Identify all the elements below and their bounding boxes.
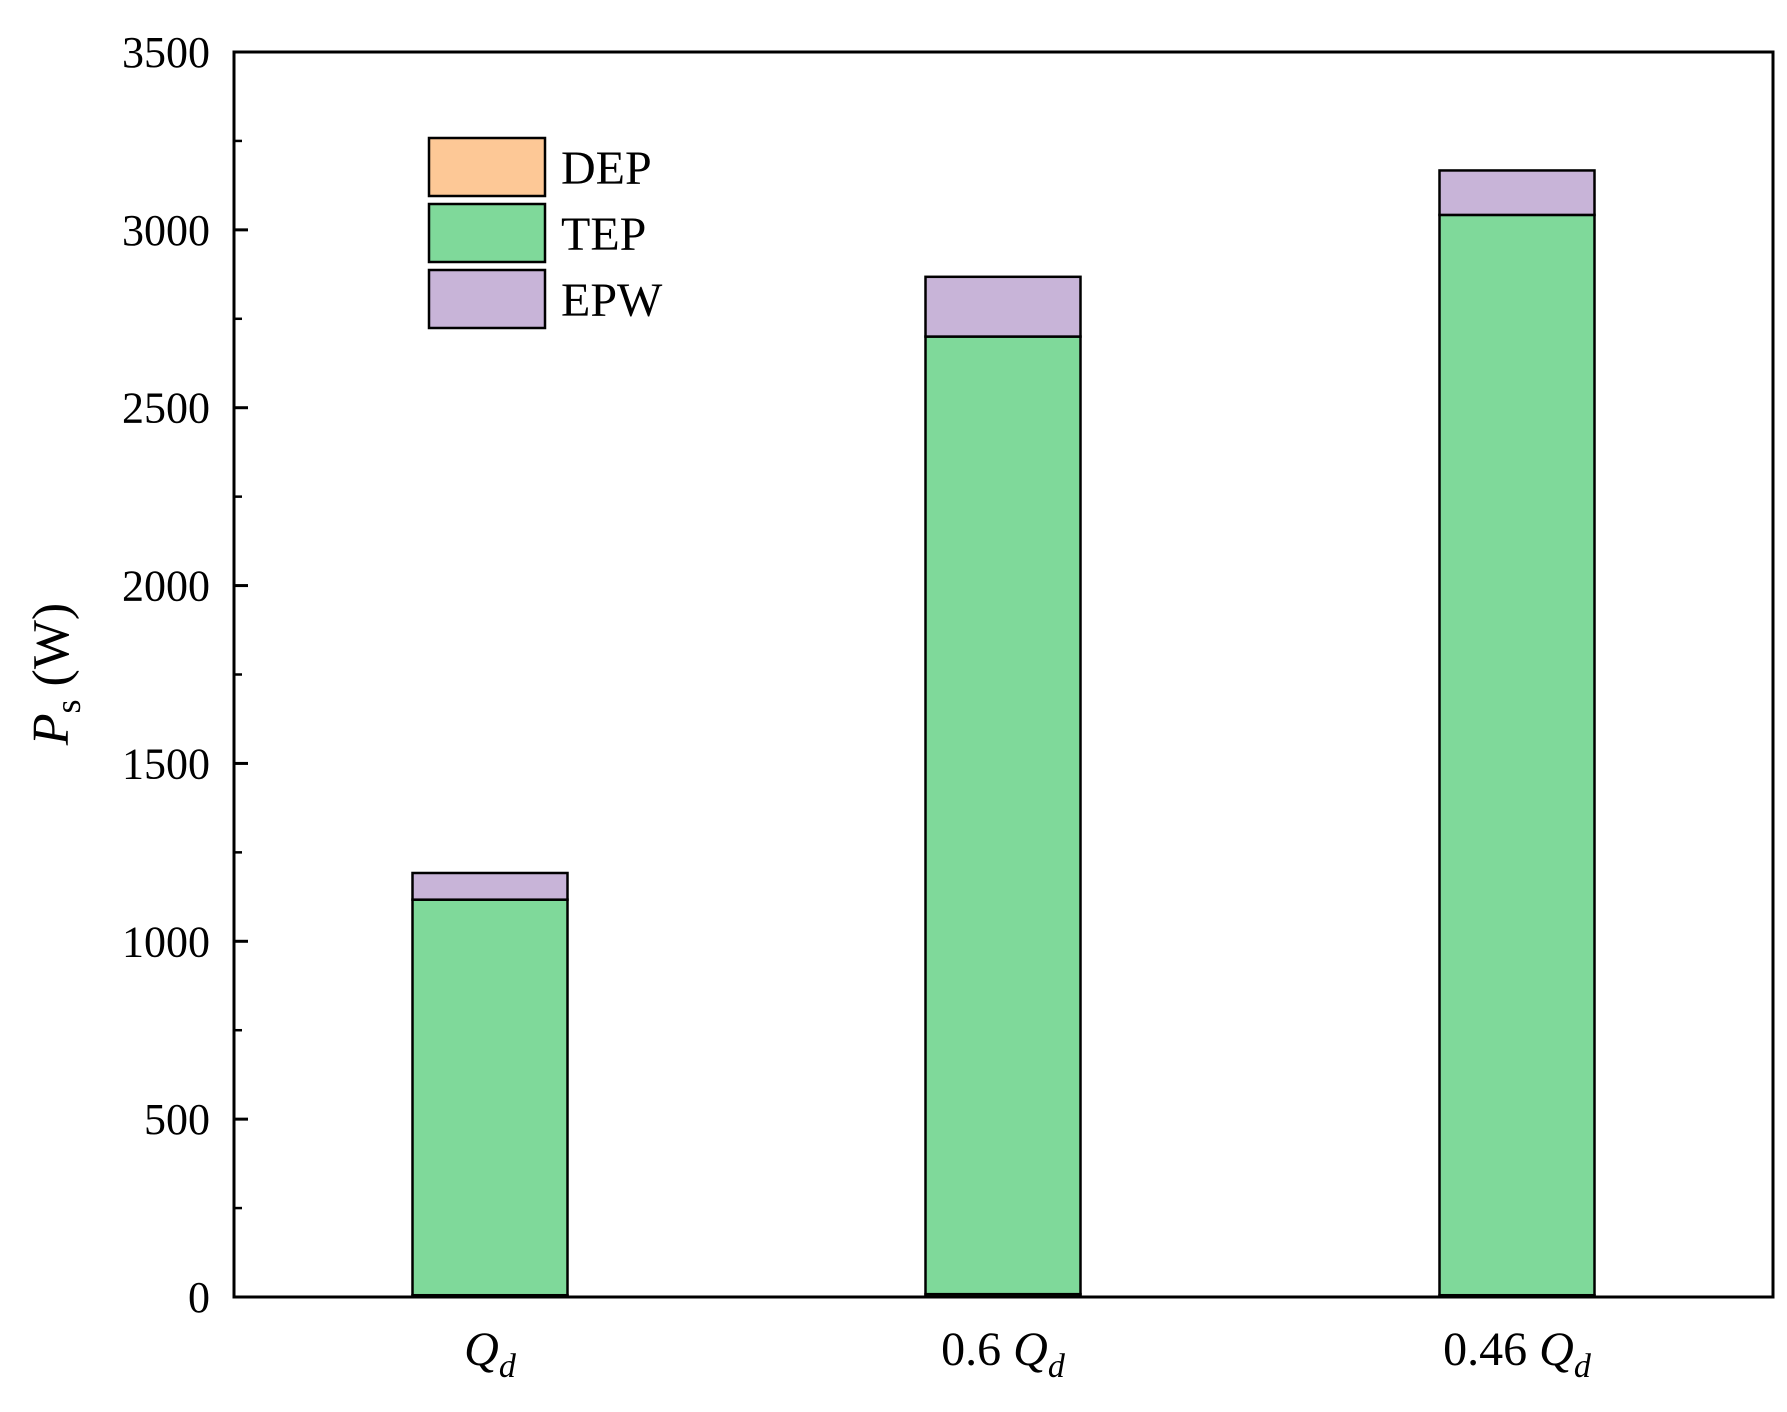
y-axis: 0 500 1000 1500 2000 2500 3000 3500	[122, 28, 248, 1322]
y-tick-label: 1000	[122, 917, 210, 966]
bar-tep-0	[411, 898, 569, 1297]
y-axis-title: Ps (W)	[23, 603, 88, 747]
x-tick-label: Qd	[464, 1323, 517, 1385]
legend-label-tep: TEP	[561, 208, 646, 261]
legend-label-epw: EPW	[561, 274, 663, 327]
y-tick-label: 2000	[122, 562, 210, 611]
x-tick-label: 0.46 Qd	[1443, 1323, 1592, 1385]
x-axis: Qd 0.6 Qd 0.46 Qd	[464, 1323, 1592, 1385]
bar-epw-0	[411, 871, 569, 901]
y-tick-label: 3000	[122, 206, 210, 255]
legend-label-dep: DEP	[561, 142, 652, 195]
bar-tep-1	[924, 335, 1082, 1296]
legend-swatch-tep	[427, 202, 547, 264]
legend-swatch-epw	[427, 268, 547, 330]
x-tick-label: 0.6 Qd	[941, 1323, 1066, 1385]
y-tick-label: 2500	[122, 384, 210, 433]
legend: DEP TEP EPW	[427, 136, 663, 330]
bar-epw-2	[1438, 169, 1596, 217]
y-tick-label: 500	[144, 1095, 210, 1144]
y-tick-label: 3500	[122, 28, 210, 77]
y-axis-label: Ps (W)	[23, 603, 88, 747]
bar-epw-1	[924, 275, 1082, 338]
legend-swatch-dep	[427, 136, 547, 198]
bar-tep-2	[1438, 213, 1596, 1297]
y-tick-label: 1500	[122, 739, 210, 788]
y-tick-label: 0	[188, 1273, 210, 1322]
bars-group	[411, 169, 1596, 1299]
